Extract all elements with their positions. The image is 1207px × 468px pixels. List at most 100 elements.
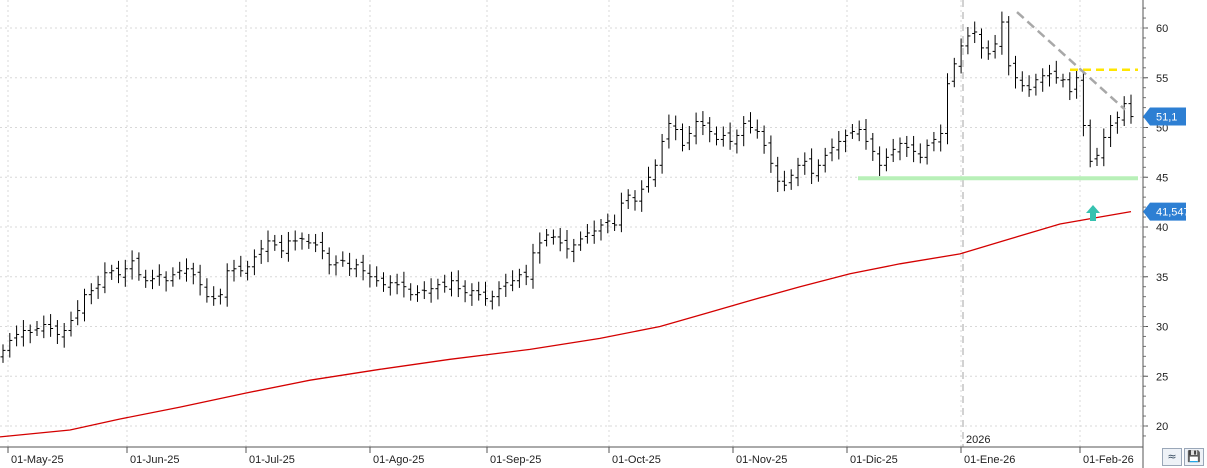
save-chart-button[interactable]: 💾 <box>1184 448 1204 466</box>
x-tick-label: 01-Nov-25 <box>736 454 787 466</box>
ohlc-bar <box>217 288 223 305</box>
scale-toggle-button[interactable]: ≈ <box>1162 448 1182 466</box>
ohlc-bar <box>333 255 339 276</box>
ohlc-bar <box>748 112 753 134</box>
ohlc-bar <box>822 147 828 173</box>
ohlc-bar <box>890 138 896 163</box>
ohlc-bar <box>618 192 624 233</box>
ohlc-bar <box>775 156 781 192</box>
ohlc-bar <box>54 320 60 345</box>
ohlc-bar <box>999 11 1005 55</box>
ohlc-bar <box>979 28 984 59</box>
ohlc-bar <box>367 264 373 288</box>
ohlc-bar <box>14 325 20 347</box>
ohlc-bar <box>972 21 978 44</box>
ohlc-bar <box>625 189 631 209</box>
ma-price-tag: 41,547 <box>1143 202 1190 221</box>
ohlc-bar <box>904 135 910 157</box>
ohlc-bar <box>1101 128 1107 167</box>
ohlc-bar <box>557 227 563 252</box>
downtrend-line <box>1016 11 1126 111</box>
x-tick-label: 01-Ene-26 <box>964 454 1015 466</box>
ohlc-bar <box>686 126 692 151</box>
ohlc-bar <box>530 243 536 289</box>
ohlc-bar <box>313 233 319 253</box>
x-tick-label: 01-Feb-26 <box>1083 454 1134 466</box>
ohlc-bar <box>578 231 584 251</box>
ohlc-bar <box>659 133 665 174</box>
ohlc-bar <box>1040 68 1046 92</box>
ohlc-bar <box>116 260 121 284</box>
y-tick-label: 20 <box>1156 421 1168 433</box>
ohlc-bar <box>0 344 6 363</box>
ohlc-bar <box>231 259 237 282</box>
ohlc-bar <box>245 260 251 281</box>
ohlc-bar <box>1060 73 1066 88</box>
ohlc-bar <box>863 119 869 150</box>
ohlc-bar <box>455 270 461 298</box>
ohlc-bar <box>523 264 529 286</box>
ohlc-bar <box>768 135 774 173</box>
ohlc-bar <box>122 259 128 287</box>
ohlc-bar <box>829 138 835 162</box>
ohlc-bar <box>374 266 380 287</box>
ohlc-bar <box>503 273 509 297</box>
ohlc-bar <box>347 252 353 276</box>
ma-price-tag-bg <box>1143 202 1186 221</box>
ohlc-bar <box>510 270 516 292</box>
ohlc-bar <box>61 323 67 348</box>
ohlc-bar <box>951 57 957 88</box>
ohlc-bar <box>1087 119 1093 168</box>
ohlc-bar <box>109 264 115 280</box>
ohlc-bar <box>897 137 903 161</box>
y-tick-label: 40 <box>1156 222 1168 234</box>
ohlc-bar <box>421 281 427 300</box>
ohlc-bar <box>795 157 801 187</box>
ohlc-bar <box>319 231 325 260</box>
last-price-tag-text: 51,1 <box>1156 112 1177 124</box>
ohlc-bar <box>931 131 937 152</box>
ohlc-bar <box>1074 68 1080 99</box>
ohlc-bar <box>673 115 679 141</box>
ohlc-bar <box>516 268 522 288</box>
ohlc-bar <box>707 117 713 143</box>
ohlc-bar <box>211 286 217 306</box>
ohlc-bar <box>938 124 944 152</box>
ohlc-bar <box>1128 94 1134 124</box>
ohlc-bar <box>720 126 726 147</box>
x-tick-label: 01-Jul-25 <box>249 454 295 466</box>
ohlc-bar <box>1013 55 1018 89</box>
ohlc-bar <box>7 332 13 358</box>
ohlc-bar <box>272 234 278 251</box>
ohlc-bar <box>170 267 176 287</box>
ohlc-bar <box>666 114 672 149</box>
ohlc-bar <box>34 321 40 336</box>
x-tick-label: 01-Jun-25 <box>130 454 180 466</box>
ohlc-bar <box>238 255 244 277</box>
ohlc-bar <box>95 275 101 299</box>
y-tick-label: 35 <box>1156 272 1168 284</box>
ohlc-bar <box>550 229 556 245</box>
ohlc-bar <box>958 38 964 74</box>
ohlc-bar <box>82 288 87 322</box>
ohlc-bar <box>727 122 733 150</box>
ohlc-bar <box>945 73 950 145</box>
ohlc-bar <box>849 124 855 139</box>
ohlc-bar <box>856 120 862 142</box>
ohlc-bar <box>177 261 183 280</box>
ohlc-bar <box>544 228 550 247</box>
ohlc-bar <box>1121 96 1127 127</box>
ma-price-tag-text: 41,547 <box>1156 207 1190 219</box>
ohlc-bar <box>204 278 210 303</box>
y-tick-label: 60 <box>1156 23 1168 35</box>
x-tick-label: 01-Ago-25 <box>373 454 424 466</box>
ohlc-bar <box>741 116 747 147</box>
ohlc-bar <box>88 283 94 305</box>
y-tick-label: 25 <box>1156 371 1168 383</box>
ohlc-bar <box>483 281 488 306</box>
ohlc-bar <box>809 148 815 185</box>
ohlc-bar <box>469 283 475 306</box>
ohlc-bar <box>401 271 407 298</box>
ohlc-bar <box>449 271 454 297</box>
overlay-lines <box>858 11 1138 222</box>
